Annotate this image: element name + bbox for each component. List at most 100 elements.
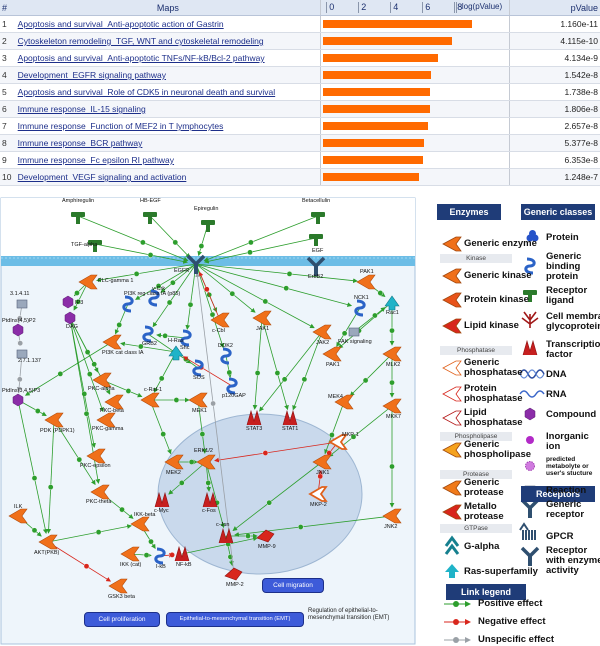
reaction-3-1-4-11[interactable]: [16, 299, 28, 309]
pkc-epsilon-node[interactable]: [86, 448, 106, 464]
map-link[interactable]: Immune response_BCR pathway: [17, 138, 143, 148]
c-fos-node[interactable]: [202, 491, 218, 508]
rac1-node[interactable]: [384, 295, 400, 311]
map-link[interactable]: Immune response_Fc epsilon RI pathway: [17, 155, 175, 165]
legend-generic-receptor-icon[interactable]: [520, 498, 540, 518]
ikk-beta-node[interactable]: [130, 516, 150, 532]
betacellulin-node[interactable]: [311, 212, 325, 224]
v-crk-node[interactable]: [148, 289, 160, 307]
map-cell: Development_EGFR signaling pathway: [15, 66, 321, 84]
c-jun-node[interactable]: [218, 527, 234, 544]
plc-gamma-node[interactable]: [78, 274, 98, 290]
ptdins45p2-node[interactable]: [12, 323, 24, 337]
mmp-2-node[interactable]: [224, 567, 243, 581]
nf-kb-node[interactable]: [174, 545, 190, 562]
legend-link-icon: [444, 619, 471, 625]
row-number: 2: [0, 32, 16, 50]
epiregulin-node[interactable]: [201, 220, 215, 232]
legend-inorganic-ion: Inorganic ion: [546, 431, 589, 452]
legend-binding-icon[interactable]: [524, 257, 536, 275]
cell-migration-button[interactable]: Cell migration: [262, 578, 324, 593]
mek4-node[interactable]: [334, 394, 354, 410]
dok2-node[interactable]: [220, 347, 232, 365]
pathway-edge: [152, 263, 197, 328]
map-link[interactable]: Apoptosis and survival_Anti-apoptotic TN…: [17, 53, 265, 63]
dag-node[interactable]: [64, 311, 76, 325]
sos-node[interactable]: [192, 359, 204, 377]
nck1-node[interactable]: [354, 299, 366, 317]
tgf-alpha-node[interactable]: [88, 240, 102, 252]
c-myc-node[interactable]: [154, 491, 170, 508]
legend-tf-icon[interactable]: [522, 339, 538, 356]
pi3k-reg-node[interactable]: [122, 295, 134, 313]
mek1-node[interactable]: [188, 392, 208, 408]
pak1-second-node[interactable]: [322, 346, 342, 362]
mek2-node[interactable]: [164, 454, 184, 470]
legend-compound-icon[interactable]: [524, 407, 536, 421]
erbb2-node[interactable]: [306, 256, 326, 276]
pdk-node[interactable]: [44, 412, 64, 428]
edge-mechanism-icon: [74, 290, 80, 296]
legend-ligand-icon[interactable]: [523, 290, 537, 302]
axis-tick: 8: [454, 2, 463, 13]
pathway-edge: [195, 263, 256, 313]
map-link[interactable]: Apoptosis and survival_Anti-apoptotic ac…: [17, 19, 224, 29]
c-raf-1-node[interactable]: [140, 392, 160, 408]
stat1-node[interactable]: [282, 409, 298, 426]
map-link[interactable]: Immune response_IL-15 signaling: [17, 104, 146, 114]
mlk2-node[interactable]: [382, 346, 402, 362]
c-cbl-node[interactable]: [210, 312, 230, 328]
stat3-node[interactable]: [246, 409, 262, 426]
emt-button[interactable]: Epithelial-to-mesenchymal transition (EM…: [166, 612, 304, 627]
edge-mechanism-icon: [198, 243, 205, 249]
grb2-node[interactable]: [142, 325, 154, 343]
edge-mechanism-icon: [188, 459, 195, 465]
mmp-9-node[interactable]: [256, 529, 275, 543]
mkp-2-node[interactable]: [308, 486, 328, 502]
mkk7-node[interactable]: [382, 398, 402, 414]
map-link[interactable]: Development_EGFR signaling pathway: [17, 70, 167, 80]
jnk2-node[interactable]: [382, 508, 402, 524]
egfr-node[interactable]: [186, 254, 206, 274]
pathway-edge: [259, 331, 323, 412]
reaction-2-7-1-137[interactable]: [16, 349, 28, 359]
pi3k-cat-node[interactable]: [102, 334, 122, 350]
gsk3-beta-node[interactable]: [108, 578, 128, 594]
mkp-1-node[interactable]: [328, 434, 348, 450]
i-kb-node[interactable]: [154, 547, 166, 565]
cell-proliferation-button[interactable]: Cell proliferation: [84, 612, 160, 627]
nucleus: [157, 413, 363, 575]
jak2-node[interactable]: [312, 324, 332, 340]
map-link[interactable]: Development_VEGF signaling and activatio…: [17, 172, 187, 182]
pkc-theta-node[interactable]: [90, 484, 110, 500]
jnk1-node[interactable]: [312, 454, 332, 470]
legend-metallo-protease: Metallo protease: [464, 501, 504, 522]
edge-mechanism-icon: [158, 375, 165, 382]
map-link[interactable]: Apoptosis and survival_Role of CDK5 in n…: [17, 87, 276, 97]
edge-mechanism-icon: [162, 332, 168, 339]
erk-node[interactable]: [196, 454, 216, 470]
shc-node[interactable]: [180, 329, 192, 347]
map-link[interactable]: Immune response_Function of MEF2 in T ly…: [17, 121, 224, 131]
table-header-row: # Maps 0 2 4 6 8 -log(pValue) pValue: [0, 0, 600, 16]
ilk-node[interactable]: [8, 508, 28, 524]
p120gap-node[interactable]: [226, 377, 238, 395]
pak1-node[interactable]: [356, 274, 376, 290]
ikk-cat-node[interactable]: [120, 546, 140, 562]
ptdins345p3-node[interactable]: [12, 393, 24, 407]
legend-sub-phosphatase: Phosphatase: [440, 346, 512, 355]
pkc-alpha-node[interactable]: [92, 372, 112, 388]
fak-signaling-node[interactable]: [348, 327, 360, 337]
hb-egf-node[interactable]: [143, 212, 157, 224]
legend-receptor-enzyme-icon[interactable]: [520, 546, 540, 566]
pkc-gamma-node[interactable]: [96, 412, 116, 428]
ip3-node[interactable]: [62, 295, 74, 309]
egf-node[interactable]: [309, 234, 323, 246]
map-link[interactable]: Cytoskeleton remodeling_TGF, WNT and cyt…: [17, 36, 264, 46]
pkc-beta-node[interactable]: [104, 394, 124, 410]
amphiregulin-node[interactable]: [71, 212, 85, 224]
jak1-node[interactable]: [252, 310, 272, 326]
edge-mechanism-icon: [283, 285, 290, 291]
akt-node[interactable]: [38, 534, 58, 550]
h-ras-node[interactable]: [168, 345, 184, 361]
